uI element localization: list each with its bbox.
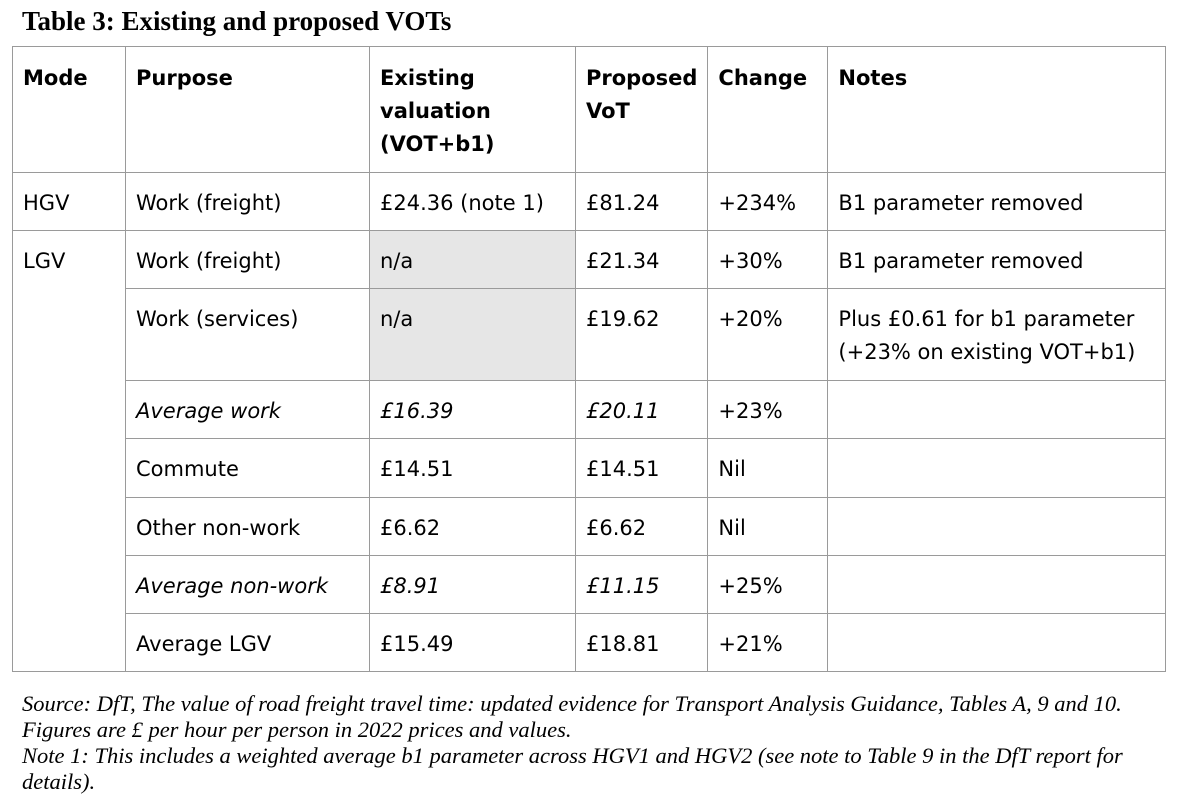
cell-change: +30% xyxy=(707,230,829,289)
cell-existing: £6.62 xyxy=(369,497,576,556)
cell-notes xyxy=(827,555,1167,614)
cell-proposed: £21.34 xyxy=(574,230,709,289)
cell-purpose: Commute xyxy=(125,438,370,498)
cell-change: +20% xyxy=(707,288,829,381)
table-row: Average work £16.39 £20.11 +23% xyxy=(13,380,1167,439)
cell-notes xyxy=(827,497,1167,556)
header-existing: Existing valuation (VOT+b1) xyxy=(369,46,576,173)
table-row: Commute £14.51 £14.51 Nil xyxy=(13,438,1167,498)
cell-existing: £15.49 xyxy=(369,613,576,672)
cell-proposed: £6.62 xyxy=(574,497,709,556)
table-row: LGV Work (freight) n/a £21.34 +30% B1 pa… xyxy=(12,230,1167,672)
cell-purpose: Average LGV xyxy=(125,613,370,672)
table-row: Average non-work £8.91 £11.15 +25% xyxy=(13,555,1167,614)
vot-table: Mode Purpose Existing valuation (VOT+b1)… xyxy=(12,46,1167,672)
cell-existing: £24.36 (note 1) xyxy=(369,172,576,231)
cell-change: +234% xyxy=(707,172,829,231)
cell-proposed: £11.15 xyxy=(574,555,709,614)
cell-purpose: Other non-work xyxy=(125,497,370,556)
cell-existing: £16.39 xyxy=(369,380,576,439)
cell-proposed: £18.81 xyxy=(574,613,709,672)
cell-mode: HGV xyxy=(12,172,126,231)
cell-proposed: £81.24 xyxy=(574,172,709,231)
cell-notes: B1 parameter removed xyxy=(827,172,1167,231)
table-row: Work (services) n/a £19.62 +20% Plus £0.… xyxy=(13,288,1167,381)
cell-proposed: £20.11 xyxy=(574,380,709,439)
cell-change: +21% xyxy=(707,613,829,672)
cell-mode: LGV xyxy=(12,230,126,672)
header-purpose: Purpose xyxy=(125,46,370,173)
cell-purpose: Average non-work xyxy=(125,555,370,614)
cell-purpose: Work (freight) xyxy=(125,230,370,289)
table-row: Average LGV £15.49 £18.81 +21% xyxy=(13,613,1167,672)
header-notes: Notes xyxy=(827,46,1167,173)
cell-existing: £8.91 xyxy=(369,555,576,614)
table-header-row: Mode Purpose Existing valuation (VOT+b1)… xyxy=(12,46,1167,173)
cell-change: +25% xyxy=(707,555,829,614)
table-row: Other non-work £6.62 £6.62 Nil xyxy=(13,497,1167,556)
cell-purpose: Work (services) xyxy=(125,288,370,381)
cell-notes xyxy=(827,380,1167,439)
cell-change: +23% xyxy=(707,380,829,439)
cell-existing: n/a xyxy=(369,230,576,289)
cell-existing: £14.51 xyxy=(369,438,576,498)
cell-notes xyxy=(827,613,1167,672)
cell-purpose: Work (freight) xyxy=(125,172,370,231)
cell-proposed: £19.62 xyxy=(574,288,709,381)
header-proposed: Proposed VoT xyxy=(574,46,709,173)
header-mode: Mode xyxy=(12,46,126,173)
cell-change: Nil xyxy=(707,438,829,498)
cell-existing: n/a xyxy=(369,288,576,381)
cell-purpose: Average work xyxy=(125,380,370,439)
note-1-text: Note 1: This includes a weighted average… xyxy=(22,743,1123,794)
cell-notes: B1 parameter removed xyxy=(827,230,1167,289)
table-row: HGV Work (freight) £24.36 (note 1) £81.2… xyxy=(12,172,1167,231)
cell-change: Nil xyxy=(707,497,829,556)
header-change: Change xyxy=(707,46,829,173)
cell-proposed: £14.51 xyxy=(574,438,709,498)
table-title: Table 3: Existing and proposed VOTs xyxy=(22,6,452,36)
cell-notes xyxy=(827,438,1167,498)
cell-notes: Plus £0.61 for b1 parameter (+23% on exi… xyxy=(827,288,1167,381)
source-notes: Source: DfT, The value of road freight t… xyxy=(22,691,1172,795)
source-text: Source: DfT, The value of road freight t… xyxy=(22,691,1122,742)
